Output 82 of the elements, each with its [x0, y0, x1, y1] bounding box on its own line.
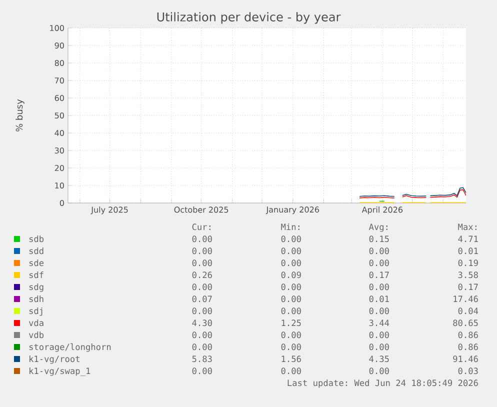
text: 0.15: [369, 236, 389, 242]
text: 0.00: [281, 308, 301, 314]
legend-label: sdf: [29, 271, 44, 278]
legend-label: sdb: [29, 235, 44, 242]
text: 0.00: [369, 332, 389, 338]
text: 0.01: [369, 296, 389, 302]
text: 0.00: [192, 248, 212, 254]
y-axis-title: % busy: [16, 99, 24, 132]
legend-label: sdj: [29, 307, 42, 316]
legend-label: sdh: [29, 295, 44, 302]
text: 0.03: [458, 368, 478, 374]
legend-label: k1-vg/root: [30, 355, 80, 364]
text: 0.00: [281, 344, 301, 350]
x-tick-label: January 2026: [266, 206, 319, 214]
text: 0.00: [192, 308, 212, 314]
text: 1.25: [282, 320, 301, 326]
text: 0.00: [281, 332, 301, 338]
text: 0.00: [281, 368, 301, 374]
text: 4.35: [369, 356, 389, 362]
text: 0.00: [192, 368, 212, 374]
text: 17.46: [454, 296, 478, 302]
text: 0.09: [281, 272, 301, 278]
text: Avg:: [368, 224, 388, 232]
text: 0.07: [192, 296, 212, 302]
x-tick-label: July 2025: [90, 206, 128, 214]
text: 0.00: [281, 296, 301, 302]
text: 0.00: [192, 284, 212, 290]
text: 80.65: [453, 320, 478, 326]
text: 0.00: [281, 236, 301, 242]
text: 0.00: [192, 344, 212, 350]
text: 0.26: [192, 272, 212, 278]
text: 0.00: [281, 248, 301, 254]
text: 3.44: [369, 320, 390, 326]
text: Max:: [458, 224, 476, 230]
text: 0.17: [369, 272, 389, 278]
text: 0.00: [369, 344, 389, 350]
text: Cur:: [192, 224, 210, 230]
text: 0.00: [281, 260, 301, 266]
legend-label: vda: [28, 319, 44, 326]
text: 0.00: [369, 368, 389, 374]
text: 0.00: [369, 308, 389, 314]
text: 0.04: [458, 308, 478, 314]
y-tick-label: 40: [54, 130, 64, 136]
text: 5.83: [192, 356, 212, 362]
text: 0.00: [369, 284, 389, 290]
y-tick-label: 10: [55, 182, 64, 189]
y-tick-label: 50: [54, 112, 64, 119]
legend-label: sdg: [29, 283, 44, 292]
text: 0.86: [458, 344, 478, 350]
text: 4.71: [458, 236, 478, 242]
text: 0.01: [458, 248, 478, 254]
y-tick-label: 80: [54, 60, 64, 66]
legend-label: storage/longhorn: [29, 343, 111, 352]
y-tick-label: 60: [54, 94, 64, 102]
x-tick-label: April 2026: [362, 206, 403, 214]
legend-label: sde: [29, 259, 44, 266]
x-tick-label: October 2025: [174, 206, 228, 213]
text: 1.56: [282, 356, 301, 362]
text: 91.46: [453, 356, 478, 362]
chart-title: Utilization per device - by year: [157, 12, 341, 24]
text: 3.58: [458, 272, 478, 278]
text: 0.00: [369, 248, 389, 254]
text: Min:: [281, 223, 300, 230]
text: Last update: Wed Jun 24 18:05:49 2026: [288, 379, 478, 388]
y-tick-label: 0: [60, 200, 64, 206]
y-tick-label: 90: [54, 42, 64, 49]
text: 0.86: [458, 332, 478, 338]
legend-label: sdd: [29, 247, 44, 254]
text: 0.00: [192, 260, 212, 266]
y-tick-label: 70: [54, 77, 64, 84]
y-tick-label: 30: [54, 147, 64, 154]
text: 0.19: [458, 260, 478, 266]
text: 0.00: [192, 332, 212, 338]
y-tick-label: 100: [50, 24, 64, 32]
text: 4.30: [192, 320, 212, 326]
text: 0.00: [369, 260, 389, 266]
legend-label: k1-vg/swap_1: [30, 367, 90, 376]
text: 0.17: [458, 284, 478, 290]
text: 0.00: [192, 236, 212, 242]
legend-label: vdb: [28, 331, 44, 338]
text: 0.00: [281, 284, 301, 290]
y-tick-label: 20: [54, 164, 64, 172]
